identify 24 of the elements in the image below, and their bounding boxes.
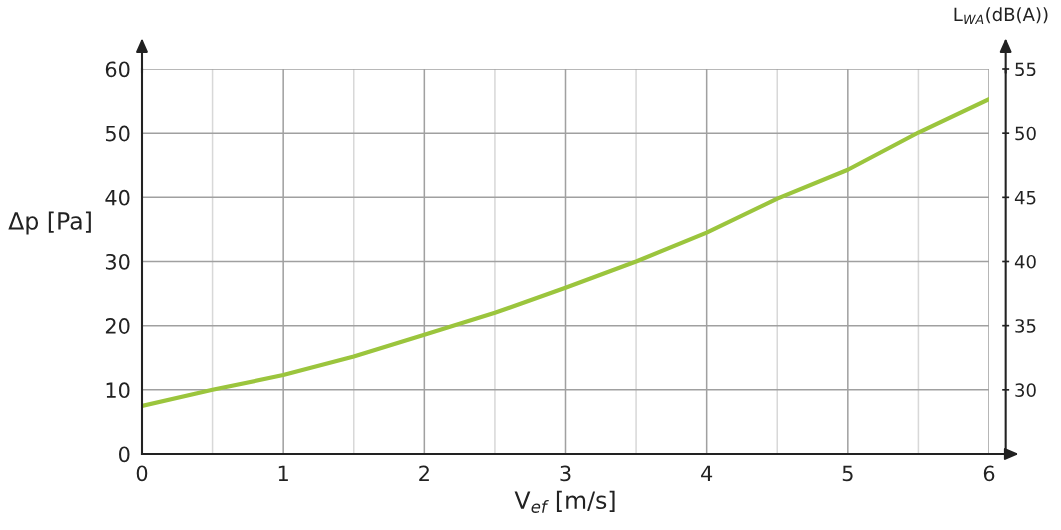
y-tick-label: 50 (105, 125, 130, 142)
x-tick-label: 0 (136, 465, 148, 482)
y2-axis-title: L$_{WA}$(dB(A)) (954, 7, 1048, 24)
y2-tick-label: 50 (1015, 126, 1036, 141)
y-tick-label: 20 (105, 318, 130, 334)
y-tick-label: 40 (105, 189, 130, 206)
y-axis-title: Δp [Pa] (8, 211, 91, 235)
y-tick-label: 60 (105, 61, 130, 78)
y2-tick-label: 40 (1014, 254, 1036, 269)
x-tick-label: 1 (278, 465, 288, 481)
y-tick-label: 30 (105, 253, 130, 270)
y2-tick-label: 45 (1014, 191, 1036, 205)
y2-tick-label: 30 (1015, 383, 1036, 397)
x-tick-label: 2 (419, 465, 429, 481)
line-series (142, 97, 989, 408)
y2-tick-label: 35 (1015, 319, 1036, 333)
x-tick-label: 5 (842, 465, 853, 482)
x-tick-label: 4 (701, 465, 713, 481)
x-tick-label: 6 (983, 465, 995, 482)
y-tick-label: 10 (106, 382, 130, 399)
x-tick-label: 3 (560, 465, 571, 482)
x-axis-title: V$_{ef}$ [m/s] (514, 490, 615, 513)
y-tick-label: 0 (119, 446, 130, 463)
y2-tick-label: 55 (1015, 62, 1036, 77)
